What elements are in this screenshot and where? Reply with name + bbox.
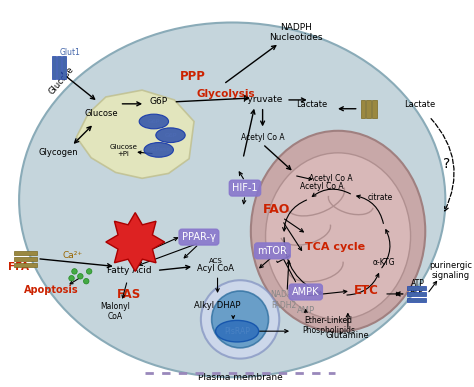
Text: Alkyl DHAP: Alkyl DHAP <box>194 301 241 310</box>
Text: FAO: FAO <box>263 203 290 216</box>
Text: PPAR-γ: PPAR-γ <box>182 232 216 242</box>
Text: Apoptosis: Apoptosis <box>24 285 78 295</box>
Text: ER Stress: ER Stress <box>113 238 158 247</box>
FancyBboxPatch shape <box>52 56 56 79</box>
Circle shape <box>83 279 89 284</box>
FancyBboxPatch shape <box>361 100 365 118</box>
Text: Glucose: Glucose <box>47 65 75 96</box>
FancyBboxPatch shape <box>14 263 37 267</box>
FancyBboxPatch shape <box>407 286 426 290</box>
Text: Fatty Acid: Fatty Acid <box>107 266 152 275</box>
Text: AMPK: AMPK <box>292 287 319 297</box>
Polygon shape <box>106 212 164 271</box>
Text: Acetyl Co A: Acetyl Co A <box>310 174 353 183</box>
FancyBboxPatch shape <box>57 56 61 79</box>
Text: purinergic
signaling: purinergic signaling <box>429 261 472 280</box>
Ellipse shape <box>144 142 173 157</box>
Text: ACS: ACS <box>209 258 222 264</box>
Text: NADPH
FADH2: NADPH FADH2 <box>271 290 298 310</box>
Text: Glycolysis: Glycolysis <box>196 89 255 99</box>
FancyBboxPatch shape <box>14 251 37 255</box>
Ellipse shape <box>139 114 169 129</box>
Circle shape <box>69 276 74 281</box>
Text: FFA: FFA <box>8 262 29 272</box>
Text: Glucose: Glucose <box>84 109 118 118</box>
Circle shape <box>201 280 279 359</box>
Circle shape <box>86 269 92 274</box>
Circle shape <box>78 274 83 279</box>
Text: Glut1: Glut1 <box>59 48 80 57</box>
Text: Ether-Linked
Phospholipids: Ether-Linked Phospholipids <box>302 315 355 335</box>
Ellipse shape <box>156 128 185 142</box>
Text: PlsRAP: PlsRAP <box>224 327 250 336</box>
Text: FAS: FAS <box>117 288 141 301</box>
Text: Lactate: Lactate <box>404 100 435 109</box>
Text: Ca²⁺: Ca²⁺ <box>63 251 82 260</box>
Text: PPP: PPP <box>180 70 206 83</box>
FancyBboxPatch shape <box>407 292 426 296</box>
FancyBboxPatch shape <box>373 100 377 118</box>
Text: NADPH: NADPH <box>280 23 312 32</box>
Circle shape <box>72 269 77 274</box>
Text: ATP: ATP <box>410 288 423 296</box>
Text: Acetyl Co A: Acetyl Co A <box>241 133 284 142</box>
Text: G6Pase: G6Pase <box>147 147 170 152</box>
Ellipse shape <box>19 22 446 377</box>
Text: Plasma membrane: Plasma membrane <box>198 373 283 382</box>
Text: citrate: citrate <box>367 194 393 202</box>
FancyBboxPatch shape <box>14 257 37 260</box>
Text: Pyruvate: Pyruvate <box>242 96 283 104</box>
Text: AMP: AMP <box>297 306 315 315</box>
Text: ATP: ATP <box>410 279 424 288</box>
Text: HIF-1: HIF-1 <box>232 183 258 193</box>
Text: α-KTG: α-KTG <box>373 258 395 267</box>
Ellipse shape <box>265 153 410 319</box>
Text: Nucleotides: Nucleotides <box>269 33 323 42</box>
Text: Malonyl
CoA: Malonyl CoA <box>100 302 130 321</box>
Text: G6P: G6P <box>150 98 168 106</box>
Text: Lactate: Lactate <box>296 100 327 109</box>
Text: G6P: G6P <box>148 119 160 124</box>
Ellipse shape <box>251 131 425 332</box>
Text: ?: ? <box>443 157 450 171</box>
FancyBboxPatch shape <box>62 56 66 79</box>
Text: TCA cycle: TCA cycle <box>305 242 365 252</box>
Text: Glutamine: Glutamine <box>326 330 370 340</box>
Text: Acyl CoA: Acyl CoA <box>197 264 234 273</box>
Text: Glucose
+Pi: Glucose +Pi <box>109 144 137 158</box>
Text: mTOR: mTOR <box>257 246 287 256</box>
Ellipse shape <box>216 320 259 342</box>
FancyBboxPatch shape <box>407 298 426 302</box>
Text: Acetyl Co A: Acetyl Co A <box>300 182 343 191</box>
Polygon shape <box>76 90 194 178</box>
Text: Glycogen: Glycogen <box>39 148 79 158</box>
Circle shape <box>212 291 268 348</box>
Text: ETC: ETC <box>354 284 379 296</box>
Text: G6P: G6P <box>164 133 177 138</box>
FancyBboxPatch shape <box>366 100 371 118</box>
